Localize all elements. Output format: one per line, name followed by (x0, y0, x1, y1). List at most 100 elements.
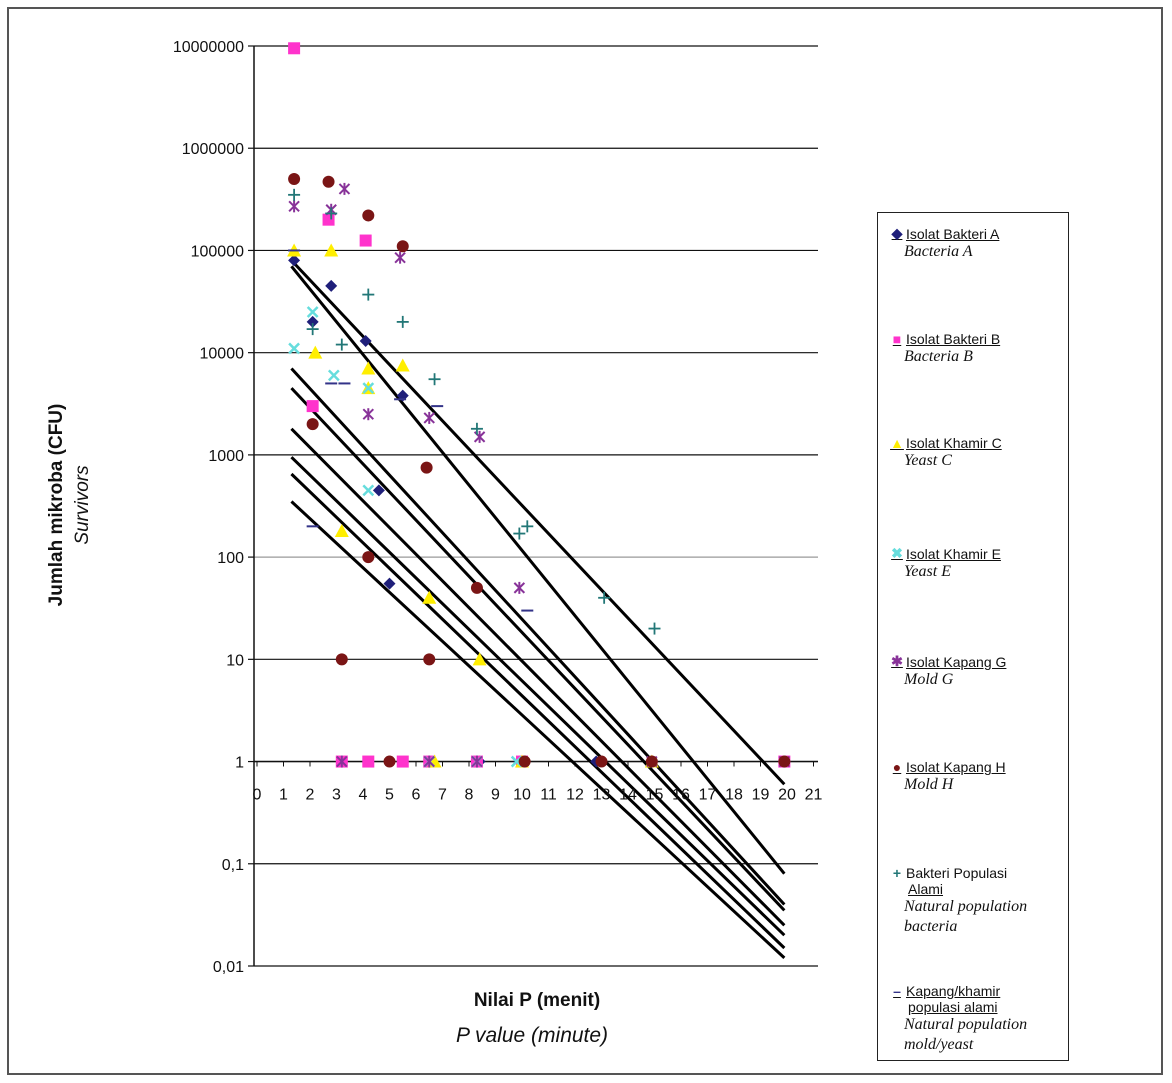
legend-item: – Kapang/khamir populasi alami Natural popu… (890, 983, 1066, 1055)
legend-label-en: Yeast E (904, 563, 951, 580)
legend-marker-icon: ◆ (891, 225, 903, 241)
series-circle (288, 172, 791, 768)
point-square (396, 755, 409, 768)
point-circle (306, 418, 319, 431)
y-tick-label: 1 (235, 755, 244, 772)
y-tick-label: 100000 (191, 243, 244, 260)
x-tick-label: 19 (752, 787, 770, 804)
trendlines (290, 259, 786, 960)
legend-marker-icon: ■ (892, 331, 902, 347)
x-tick-label: 7 (438, 787, 447, 804)
y-tick-label: 0,01 (213, 959, 244, 976)
point-square (306, 400, 319, 413)
point-x (288, 342, 300, 355)
axes (253, 46, 818, 966)
point-plus (362, 288, 375, 301)
point-circle (396, 240, 409, 253)
point-square (362, 755, 375, 768)
point-star (362, 408, 375, 421)
point-star (336, 755, 348, 768)
legend-marker-icon: ▲ (890, 435, 904, 451)
point-plus (288, 188, 301, 201)
point-square (288, 42, 301, 55)
legend-marker-icon: ✖ (891, 545, 903, 561)
y-tick-label: 0,1 (222, 857, 244, 874)
legend-label-en: Natural population mold/yeast (904, 1016, 1028, 1053)
legend-marker-icon: + (892, 865, 902, 881)
legend-label: ● Isolat Kapang H (890, 759, 1066, 775)
point-triangle (334, 524, 349, 538)
legend-text: Isolat Kapang H (906, 759, 1006, 775)
y-tick-label: 1000000 (182, 141, 244, 158)
x-tick-label: 20 (778, 787, 796, 804)
point-plus (648, 622, 661, 635)
x-tick-label: 15 (646, 787, 664, 804)
point-circle (778, 755, 791, 768)
legend-label: ◆ Isolat Bakteri A (890, 225, 1066, 242)
legend-text: Bakteri Populasi (906, 865, 1008, 881)
y-tick-label: 10000000 (173, 39, 244, 56)
x-tick-label: 16 (672, 787, 690, 804)
legend-text: Isolat Kapang G (906, 653, 1007, 670)
point-diamond (288, 254, 301, 267)
y-tick-labels: 10000000 1000000 100000 10000 1000 100 10 1 0,1 0… (173, 39, 244, 976)
legend-label: ✱ Isolat Kapang G (890, 653, 1066, 670)
point-square (359, 234, 372, 247)
x-tick-label: 12 (566, 787, 584, 804)
x-tick-label: 6 (412, 787, 421, 804)
data-points (287, 42, 791, 768)
legend-item: ▲ Isolat Khamir C Yeast C (890, 435, 1066, 471)
point-x (362, 484, 375, 497)
series-x (288, 306, 523, 768)
y-axis-label-en: Survivors (72, 465, 93, 545)
x-tick-label: 8 (465, 787, 474, 804)
point-circle (383, 755, 396, 768)
point-circle (362, 551, 375, 564)
point-circle (595, 755, 608, 768)
legend-item: ■ Isolat Bakteri B Bacteria B (890, 331, 1066, 367)
point-circle (420, 461, 433, 474)
x-tick-label: 1 (279, 787, 288, 804)
x-tick-label: 11 (540, 787, 557, 804)
x-tick-label: 10 (513, 787, 531, 804)
point-plus (396, 315, 409, 328)
point-circle (335, 653, 348, 666)
x-axis-label: Nilai P (menit) (474, 990, 600, 1011)
point-triangle (324, 243, 339, 257)
legend-item: ✖ Isolat Khamir E Yeast E (890, 545, 1066, 582)
y-tick-label: 10 (226, 652, 244, 669)
series-diamond (288, 254, 791, 768)
point-circle (518, 755, 531, 768)
legend-item: + Bakteri Populasi Alami Natural population… (890, 865, 1066, 937)
legend-item: ◆ Isolat Bakteri A Bacteria A (890, 225, 1066, 262)
legend-label: ✖ Isolat Khamir E (890, 545, 1066, 562)
point-circle (423, 653, 436, 666)
point-plus (470, 422, 483, 435)
legend-text-cont: Alami (908, 881, 944, 897)
point-plus (513, 527, 526, 540)
point-circle (288, 172, 301, 185)
point-diamond (306, 315, 319, 328)
point-plus (335, 338, 348, 351)
x-axis-label-en: P value (minute) (456, 1024, 608, 1047)
point-circle (470, 581, 483, 594)
trendline (290, 500, 786, 960)
legend: ◆ Isolat Bakteri A Bacteria A ■ Isolat Bakte… (877, 212, 1069, 1061)
legend-label-en: Mold H (904, 776, 954, 793)
chart-frame (7, 7, 1163, 1075)
series-plus (288, 188, 661, 635)
point-diamond (359, 335, 372, 348)
legend-label: + Bakteri Populasi (890, 865, 1066, 881)
x-tick-label: 5 (385, 787, 394, 804)
legend-text: Kapang/khamir (906, 983, 1001, 999)
y-tick-label: 1000 (208, 448, 244, 465)
point-triangle (361, 361, 376, 375)
point-star (394, 251, 406, 264)
x-tick-labels: 0 1 2 3 4 5 6 7 8 9 10 11 12 13 14 15 16 17 18 19 20 21 (253, 787, 823, 804)
trendline (290, 265, 786, 875)
legend-label-en: Natural population bacteria (904, 898, 1028, 935)
legend-item: ● Isolat Kapang H Mold H (890, 759, 1066, 795)
point-star (471, 755, 483, 768)
point-plus (325, 207, 338, 220)
